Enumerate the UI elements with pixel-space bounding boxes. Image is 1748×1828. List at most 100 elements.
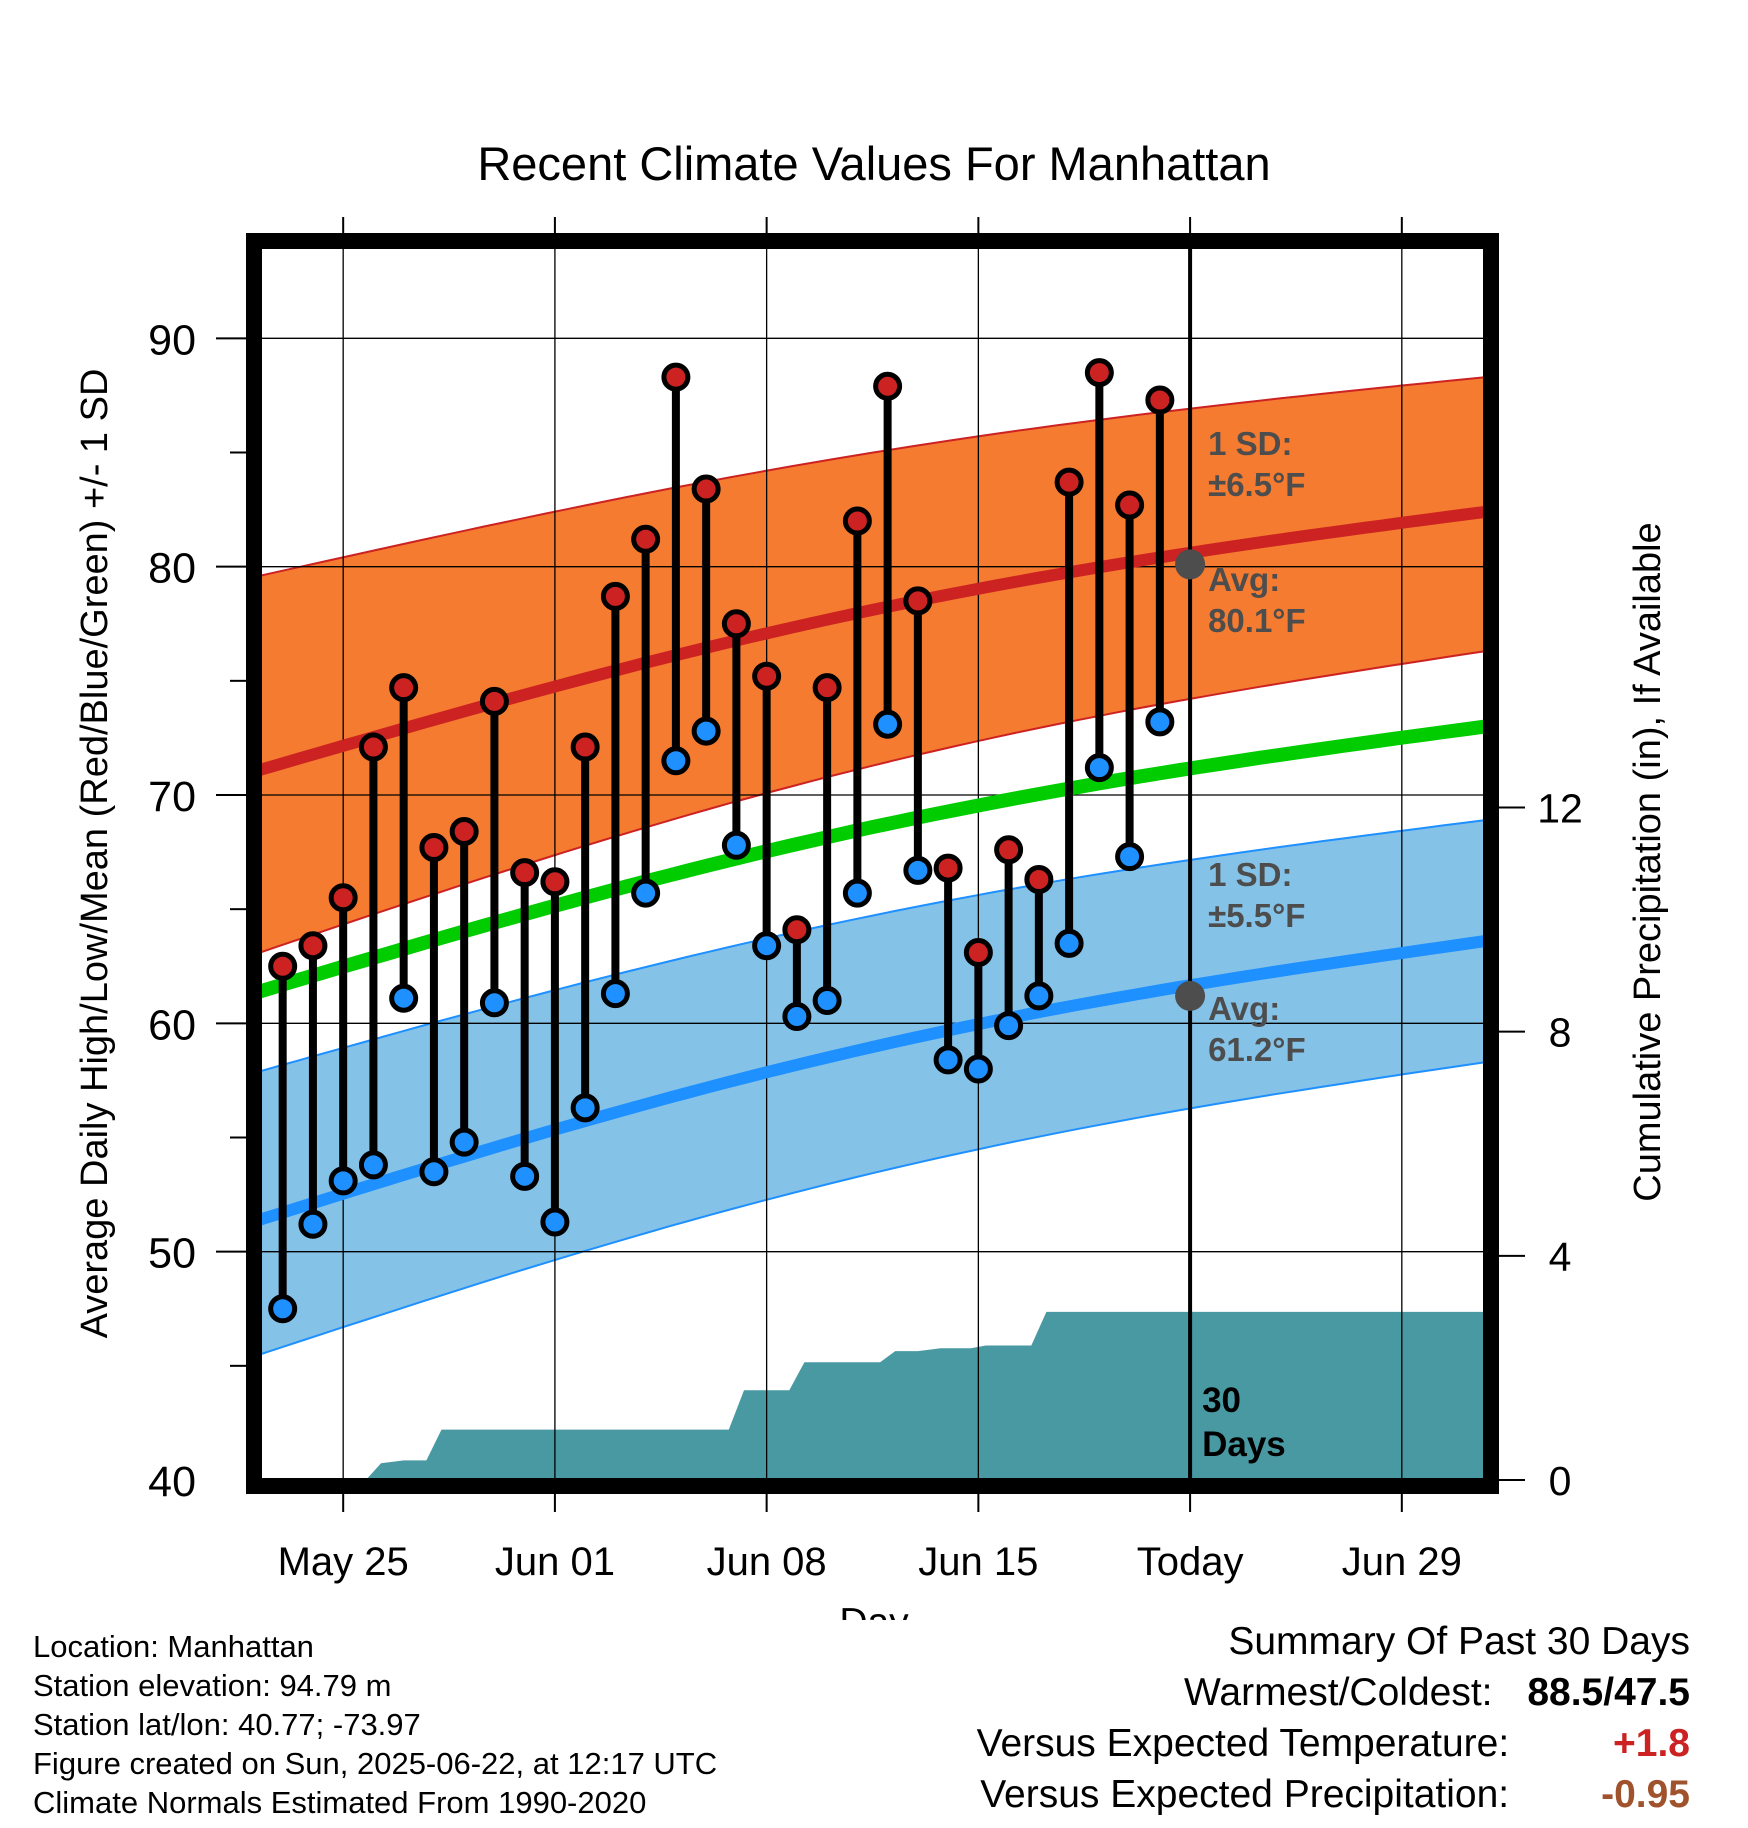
- daily-high-point: [933, 853, 963, 883]
- created-text: Figure created on Sun, 2025-06-22, at 12…: [33, 1746, 718, 1781]
- today-count-number: 30: [1202, 1381, 1241, 1420]
- precip-tick-label: 0: [1549, 1458, 1572, 1504]
- daily-low-point: [752, 931, 782, 961]
- daily-high-point: [298, 931, 328, 961]
- daily-high-point: [358, 732, 388, 762]
- plot-frame: [246, 233, 1499, 1494]
- daily-low-point: [842, 878, 872, 908]
- daily-high-point: [510, 858, 540, 888]
- daily-high-point: [1024, 864, 1054, 894]
- low-sd-value: ±5.5°F: [1208, 897, 1305, 934]
- high-band-upper-edge: [260, 376, 1485, 577]
- low-sd-label: 1 SD:: [1208, 856, 1292, 893]
- daily-high-point: [449, 817, 479, 847]
- y-tick-label: 90: [148, 316, 196, 364]
- summary-temp: Versus Expected Temperature: +1.8: [977, 1718, 1690, 1769]
- elevation-text: Station elevation: 94.79 m: [33, 1668, 392, 1703]
- daily-high-point: [1084, 358, 1114, 388]
- daily-high-point: [963, 938, 993, 968]
- temp-value: +1.8: [1613, 1722, 1690, 1765]
- today-high-avg-point: [1175, 549, 1206, 580]
- daily-high-point: [570, 732, 600, 762]
- warm-cold-value: 88.5/47.5: [1527, 1671, 1690, 1714]
- summary-precip: Versus Expected Precipitation: -0.95: [977, 1769, 1690, 1820]
- y-tick-label: 70: [148, 773, 196, 821]
- daily-low-point: [963, 1054, 993, 1084]
- y-tick-label: 80: [148, 545, 196, 593]
- daily-low-point: [540, 1207, 570, 1237]
- daily-low-point: [1115, 842, 1145, 872]
- daily-low-point: [1024, 981, 1054, 1011]
- daily-high-point: [812, 673, 842, 703]
- precip-label: Versus Expected Precipitation:: [980, 1773, 1510, 1816]
- daily-low-point: [691, 716, 721, 746]
- y-tick-label: 60: [148, 1001, 196, 1049]
- normal-high-line: [260, 505, 1485, 776]
- daily-high-point: [752, 661, 782, 691]
- daily-low-point: [873, 709, 903, 739]
- plot-area: 1 SD: ±6.5°F Avg: 80.1°F 1 SD: ±5.5°F Avg: 61.2…: [74, 217, 1669, 1584]
- daily-low-point: [1054, 928, 1084, 958]
- today-low-avg-point: [1175, 980, 1206, 1011]
- daily-high-point: [842, 506, 872, 536]
- daily-high-point: [389, 673, 419, 703]
- daily-low-point: [389, 983, 419, 1013]
- x-tick-label: May 25: [278, 1540, 409, 1584]
- high-sd-value: ±6.5°F: [1208, 466, 1305, 503]
- low-avg-label: Avg:: [1208, 990, 1280, 1027]
- daily-low-point: [782, 1001, 812, 1031]
- daily-low-point: [510, 1161, 540, 1191]
- daily-high-point: [328, 883, 358, 913]
- daily-low-point: [328, 1166, 358, 1196]
- warm-cold-label: Warmest/Coldest:: [1184, 1671, 1493, 1714]
- daily-high-point: [479, 686, 509, 716]
- daily-low-point: [933, 1045, 963, 1075]
- daily-low-point: [449, 1127, 479, 1157]
- x-tick-label: Today: [1137, 1540, 1244, 1584]
- plot-content: 1 SD: ±6.5°F Avg: 80.1°F 1 SD: ±5.5°F Avg: 61.2…: [260, 247, 1485, 1480]
- daily-high-point: [1145, 385, 1175, 415]
- daily-high-point: [631, 524, 661, 554]
- summary-panel: Summary Of Past 30 Days Warmest/Coldest:…: [977, 1616, 1690, 1820]
- daily-low-point: [1084, 753, 1114, 783]
- latlon-text: Station lat/lon: 40.77; -73.97: [33, 1707, 421, 1742]
- daily-high-point: [873, 371, 903, 401]
- precip-area: [260, 1311, 1485, 1480]
- precip-tick-label: 12: [1537, 785, 1583, 831]
- daily-high-point: [721, 609, 751, 639]
- daily-high-point: [600, 581, 630, 611]
- daily-low-point: [812, 986, 842, 1015]
- x-tick-label: Jun 01: [495, 1540, 615, 1584]
- high-sd-band: [260, 377, 1485, 953]
- temp-label: Versus Expected Temperature:: [976, 1722, 1510, 1765]
- precip-value: -0.95: [1601, 1773, 1690, 1816]
- daily-low-point: [419, 1157, 449, 1187]
- daily-low-point: [994, 1011, 1024, 1041]
- precip-tick-label: 8: [1549, 1010, 1572, 1056]
- climate-chart: Recent Climate Values For Manhattan 1 SD…: [74, 137, 1669, 1620]
- daily-low-point: [268, 1294, 298, 1324]
- daily-high-point: [903, 586, 933, 616]
- daily-high-point: [661, 362, 691, 392]
- y-tick-label: 50: [148, 1230, 196, 1278]
- low-avg-value: 61.2°F: [1208, 1031, 1306, 1068]
- daily-low-point: [600, 979, 630, 1009]
- chart-title: Recent Climate Values For Manhattan: [477, 137, 1270, 190]
- daily-low-point: [358, 1150, 388, 1180]
- high-avg-value: 80.1°F: [1208, 602, 1306, 639]
- x-axis-label: Day: [839, 1601, 909, 1620]
- normals-text: Climate Normals Estimated From 1990-2020: [33, 1785, 647, 1820]
- daily-low-point: [721, 830, 751, 860]
- high-avg-label: Avg:: [1208, 561, 1280, 598]
- summary-warm-cold: Warmest/Coldest: 88.5/47.5: [977, 1667, 1690, 1718]
- daily-high-point: [1115, 490, 1145, 520]
- daily-low-point: [1145, 707, 1175, 737]
- daily-high-point: [1054, 467, 1084, 497]
- x-tick-label: Jun 15: [918, 1540, 1038, 1584]
- y-axis-label: Average Daily High/Low/Mean (Red/Blue/Gr…: [74, 369, 116, 1339]
- location-text: Location: Manhattan: [33, 1629, 314, 1664]
- precip-axis-label: Cumulative Precipitation (in), If Availa…: [1627, 522, 1669, 1201]
- x-tick-label: Jun 29: [1342, 1540, 1462, 1584]
- daily-low-point: [479, 988, 509, 1018]
- y-tick-label: 40: [148, 1458, 196, 1506]
